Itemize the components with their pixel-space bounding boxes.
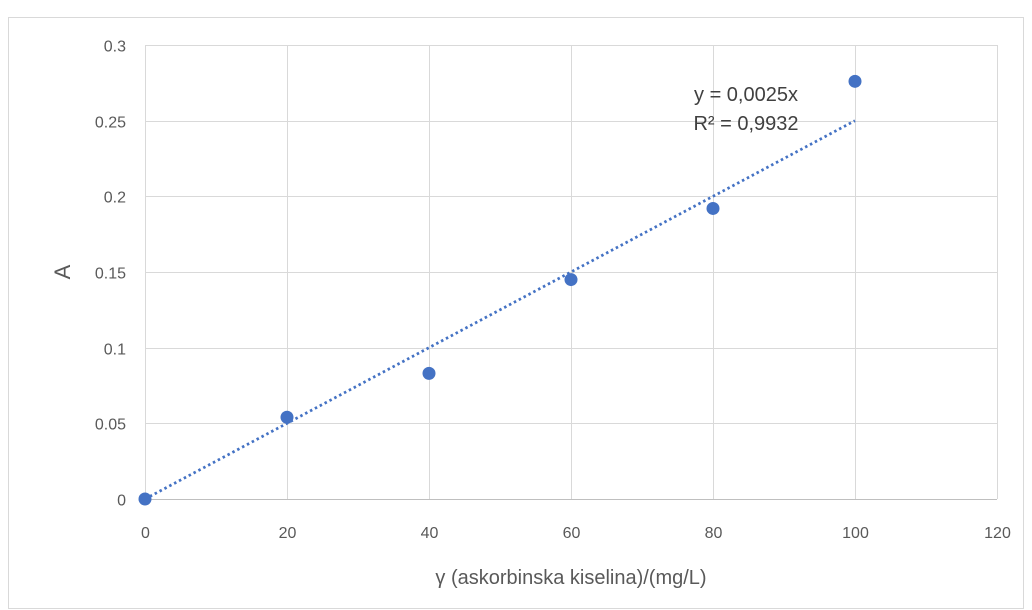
y-tick-label: 0.3 (104, 39, 126, 56)
trendline-equation: y = 0,0025x (694, 84, 798, 106)
y-tick-labels: 0 0.05 0.1 0.15 0.2 0.25 0.3 (95, 39, 126, 510)
data-points (138, 74, 862, 506)
y-tick-label: 0.05 (95, 417, 126, 434)
y-tick-label: 0.25 (95, 115, 126, 132)
data-point (848, 74, 862, 88)
y-axis-title: A (50, 264, 75, 279)
x-tick-label: 120 (984, 525, 1011, 542)
gridlines (145, 45, 998, 500)
x-tick-label: 80 (705, 525, 723, 542)
y-tick-label: 0.15 (95, 266, 126, 283)
x-tick-label: 40 (421, 525, 439, 542)
trendline (144, 119, 856, 501)
data-point (280, 410, 294, 424)
data-point (138, 492, 152, 506)
chart-area-border (8, 17, 1024, 609)
y-tick-label: 0 (117, 493, 126, 510)
trendline-group (144, 119, 856, 501)
data-point (706, 201, 720, 215)
x-tick-label: 20 (279, 525, 297, 542)
x-tick-labels: 0 20 40 60 80 100 120 (141, 525, 1011, 542)
y-tick-label: 0.1 (104, 342, 126, 359)
trendline-r-squared: R² = 0,9932 (693, 113, 798, 135)
y-tick-label: 0.2 (104, 190, 126, 207)
x-tick-label: 100 (842, 525, 869, 542)
data-point (422, 366, 436, 380)
x-axis-title: γ (askorbinska kiselina)/(mg/L) (435, 567, 706, 589)
data-point (564, 273, 578, 287)
x-tick-label: 60 (563, 525, 581, 542)
x-tick-label: 0 (141, 525, 150, 542)
